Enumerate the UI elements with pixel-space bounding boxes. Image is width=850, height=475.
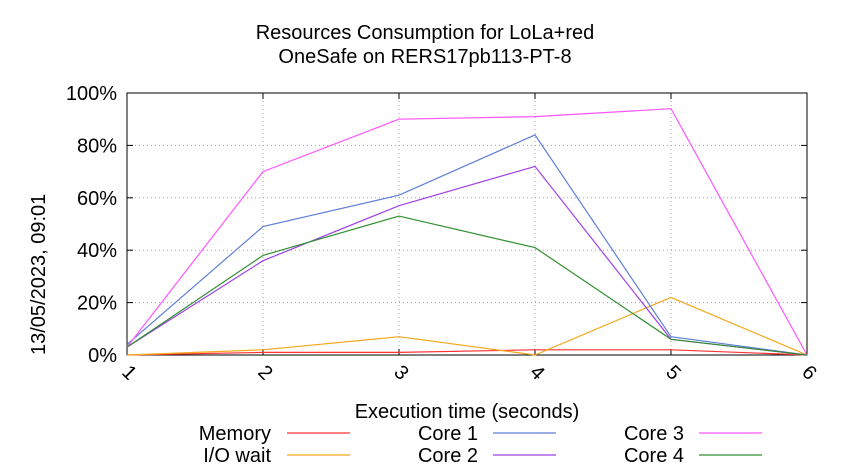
series-line-memory: [126, 349, 808, 356]
x-tick-label: 1: [117, 361, 140, 384]
y-tick-label: 0%: [88, 345, 117, 367]
plot-frame: [126, 92, 808, 356]
legend-label-core-2: Core 2: [418, 445, 478, 467]
y-tick-label: 60%: [77, 188, 117, 210]
chart-subtitle: OneSafe on RERS17pb113-PT-8: [278, 46, 572, 68]
chart-title: Resources Consumption for LoLa+red: [255, 22, 595, 44]
legend-label-core-4: Core 4: [624, 445, 684, 467]
legend-label-i-o-wait: I/O wait: [203, 445, 271, 467]
y-tick-label: 80%: [77, 135, 117, 157]
legend-label-core-3: Core 3: [624, 423, 684, 445]
x-tick-label: 5: [661, 361, 684, 384]
series-line-core-4: [126, 215, 808, 356]
x-tick-label: 2: [253, 361, 276, 384]
series-line-core-1: [126, 134, 808, 356]
x-tick-label: 4: [525, 361, 548, 384]
y-tick-label: 100%: [66, 83, 117, 105]
legend-label-core-1: Core 1: [418, 423, 478, 445]
series-line-i-o-wait: [126, 296, 808, 356]
x-tick-label: 6: [797, 361, 820, 384]
x-tick-label: 3: [389, 361, 412, 384]
x-axis-label: Execution time (seconds): [355, 401, 580, 423]
y-tick-label: 20%: [77, 293, 117, 315]
series-line-core-3: [126, 108, 808, 356]
series-line-core-2: [126, 165, 808, 356]
y-tick-label: 40%: [77, 240, 117, 262]
legend-label-memory: Memory: [199, 423, 271, 445]
